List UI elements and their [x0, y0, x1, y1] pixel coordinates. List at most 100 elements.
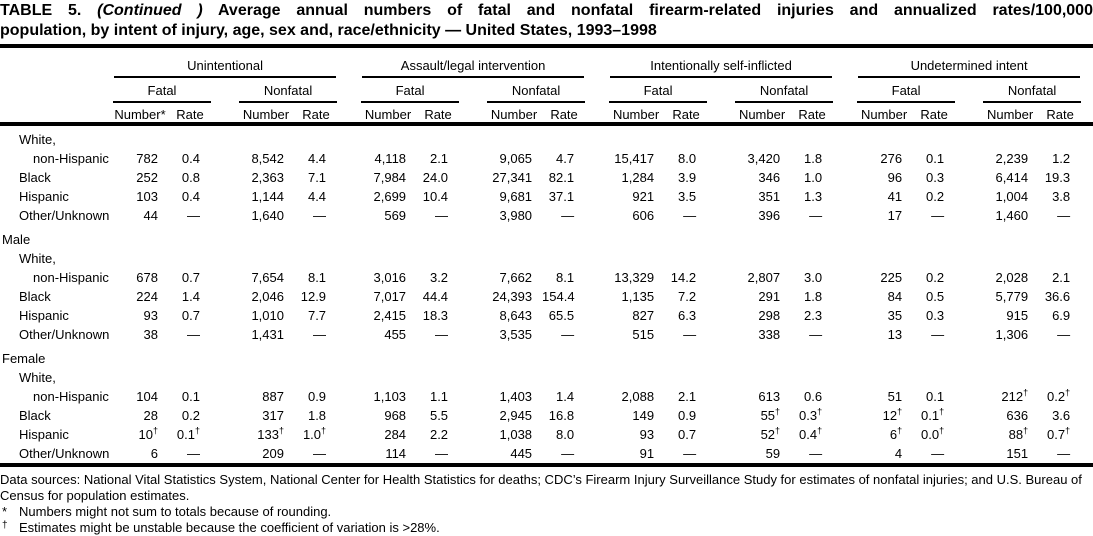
group-header-undetermined: Undetermined intent — [856, 48, 1082, 78]
cell-value: 36.6 — [1044, 289, 1071, 304]
column-header: Rate — [168, 103, 212, 126]
cell-value: 2,088 — [621, 389, 655, 404]
dagger-marker: † — [939, 425, 945, 436]
cell-value: 921 — [632, 189, 655, 204]
table-row: Other/Unknown 38 — 1,431 — 455 — 3,535 — 515 — 338 —… — [0, 325, 1093, 344]
cell-value: 13 — [887, 327, 903, 342]
row-label-line: Other/Unknown — [19, 446, 110, 461]
cell-value: 9,065 — [499, 151, 533, 166]
cell-value: — — [561, 327, 575, 342]
cell-value: 0.1 — [926, 389, 945, 404]
data-table: Unintentional Assault/legal intervention… — [0, 48, 1093, 463]
spacer — [460, 325, 486, 344]
cell-value: 8.0 — [677, 151, 697, 166]
spacer — [834, 368, 856, 406]
title-line-2: population, by intent of injury, age, se… — [0, 22, 657, 39]
cell-value: — — [931, 327, 945, 342]
cell-value: 18.3 — [422, 308, 449, 323]
spacer — [956, 249, 982, 287]
cell-value: 1,038 — [499, 427, 533, 442]
dagger-marker: † — [1023, 425, 1029, 436]
dagger-marker: † — [1065, 387, 1071, 398]
row-label: Hispanic — [0, 425, 112, 444]
cell-value: 317 — [262, 408, 284, 423]
cell-value: — — [187, 446, 200, 461]
cell-value: 1,135 — [621, 289, 655, 304]
spacer — [708, 368, 734, 406]
spacer — [212, 444, 238, 463]
cell-value: 6.9 — [1052, 308, 1071, 323]
dagger-marker: † — [1023, 387, 1029, 398]
cell-value: 636 — [1006, 408, 1029, 423]
cell-value: 968 — [384, 408, 407, 423]
cell-value: 114 — [385, 446, 407, 461]
column-gap — [708, 78, 735, 126]
table-row: Other/Unknown 44 — 1,640 — 569 — 3,980 — 606 — 396 —… — [0, 206, 1093, 225]
spacer — [708, 306, 734, 325]
footnote-text: Estimates might be unstable because the … — [19, 520, 440, 535]
title-text: Average annual numbers of fatal and nonf… — [217, 2, 1093, 19]
row-label-line: non-Hispanic — [33, 389, 109, 404]
spacer — [956, 187, 982, 206]
spacer — [1082, 444, 1093, 463]
spacer — [212, 249, 238, 287]
cell-value: 7.7 — [307, 308, 327, 323]
cell-value: 606 — [632, 208, 655, 223]
spacer — [834, 187, 856, 206]
spacer — [708, 287, 734, 306]
cell-value: 1.4 — [181, 289, 200, 304]
cell-value: 782 — [136, 151, 158, 166]
cell-value: 0.4† — [798, 425, 823, 442]
cell-value: — — [1057, 327, 1071, 342]
row-label-line: Hispanic — [19, 308, 69, 323]
cell-value: 3,420 — [747, 151, 781, 166]
cell-value: 8,643 — [499, 308, 533, 323]
column-gap — [834, 48, 857, 126]
cell-value: — — [435, 327, 449, 342]
section-label: Female — [2, 351, 46, 366]
cell-value: — — [561, 446, 575, 461]
group-header-self-inflicted: Intentionally self-inflicted — [608, 48, 834, 78]
cell-value: 0.7 — [677, 427, 697, 442]
cell-value: — — [683, 208, 697, 223]
dagger-marker: † — [1065, 425, 1071, 436]
cell-value: 4 — [894, 446, 903, 461]
spacer — [1082, 206, 1093, 225]
cell-value: 887 — [262, 389, 284, 404]
cell-value: 6† — [889, 425, 903, 442]
cell-value: 55† — [760, 406, 781, 423]
footnote-marker: † — [2, 520, 8, 531]
column-gap — [460, 78, 487, 126]
row-label: Black — [0, 406, 112, 425]
cell-value: 2.1 — [1052, 270, 1071, 285]
cell-value: 1.4 — [555, 389, 575, 404]
spacer — [338, 249, 360, 287]
subgroup-header: Fatal — [112, 78, 212, 103]
row-label-line: White, — [19, 370, 56, 385]
spacer — [586, 425, 608, 444]
spacer — [834, 325, 856, 344]
title-continued: (Continued ) — [97, 2, 203, 19]
cell-value: 0.3 — [926, 308, 945, 323]
cell-value: 0.1† — [920, 406, 945, 423]
cell-value: 27,341 — [492, 170, 533, 185]
spacer — [212, 368, 238, 406]
cell-value: 7.1 — [307, 170, 327, 185]
column-header: Rate — [790, 103, 835, 126]
cell-value: 613 — [758, 389, 781, 404]
spacer — [460, 406, 486, 425]
cell-value: — — [187, 327, 200, 342]
cell-value: 1,144 — [251, 189, 284, 204]
spacer — [338, 444, 360, 463]
row-label-line: Black — [19, 408, 51, 423]
cell-value: 2,699 — [373, 189, 407, 204]
dagger-marker: † — [939, 406, 945, 417]
cell-value: 151 — [1006, 446, 1029, 461]
cell-value: 455 — [384, 327, 407, 342]
spacer — [586, 124, 608, 168]
cell-value: 2.3 — [804, 308, 823, 323]
cell-value: 6 — [150, 446, 158, 461]
column-header: Rate — [664, 103, 709, 126]
spacer — [834, 306, 856, 325]
column-gap — [338, 48, 361, 126]
